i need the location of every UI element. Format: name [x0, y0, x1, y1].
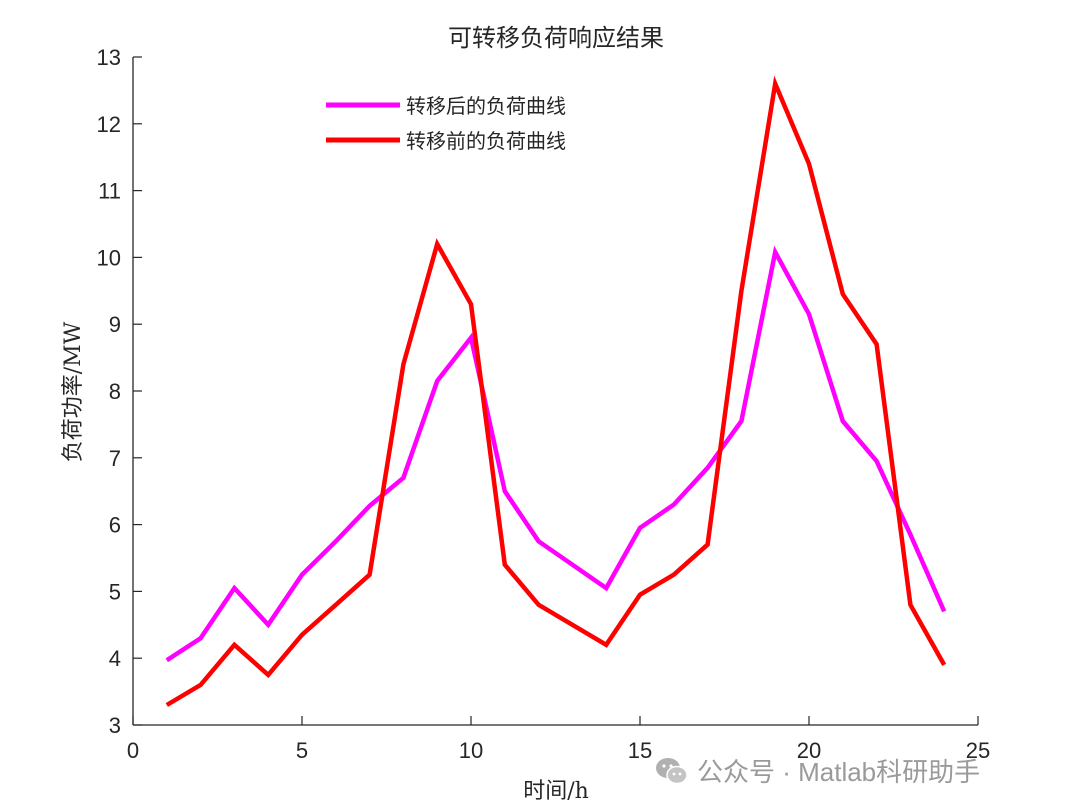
x-tick-label: 5: [296, 738, 308, 763]
y-axis-label: 负荷功率/MW: [61, 321, 86, 462]
y-tick-label: 11: [98, 179, 121, 204]
y-tick-label: 8: [109, 379, 121, 404]
y-tick-label: 12: [97, 112, 121, 137]
x-tick-label: 10: [459, 738, 483, 763]
y-tick-label: 7: [109, 446, 121, 471]
axes: 0 5 10 15 20 25 3 4 5 6 7 8 9 10 11 12 13: [97, 45, 991, 763]
legend-label: 转移前的负荷曲线: [406, 129, 566, 153]
y-tick-label: 3: [109, 713, 121, 738]
x-tick-label: 15: [628, 738, 652, 763]
x-tick-label: 0: [127, 738, 139, 763]
watermark: 公众号 · Matlab科研助手: [655, 752, 980, 789]
x-axis-label: 时间/h: [523, 779, 589, 804]
y-tick-label: 5: [109, 579, 121, 604]
wechat-icon: [655, 756, 689, 786]
series-line-2: [165, 75, 947, 707]
y-tick-label: 4: [109, 646, 121, 671]
y-tick-label: 13: [97, 45, 121, 70]
x-tick-label: 25: [966, 738, 990, 763]
watermark-text: 公众号 · Matlab科研助手: [697, 757, 981, 787]
y-tick-label: 6: [109, 513, 121, 538]
series-line-1: [165, 245, 947, 663]
plot-lines: [165, 75, 947, 707]
y-tick-label: 9: [109, 312, 121, 337]
chart-title: 可转移负荷响应结果: [448, 24, 664, 52]
legend-label: 转移后的负荷曲线: [406, 94, 566, 118]
x-tick-label: 20: [797, 738, 821, 763]
y-tick-label: 10: [97, 245, 121, 270]
